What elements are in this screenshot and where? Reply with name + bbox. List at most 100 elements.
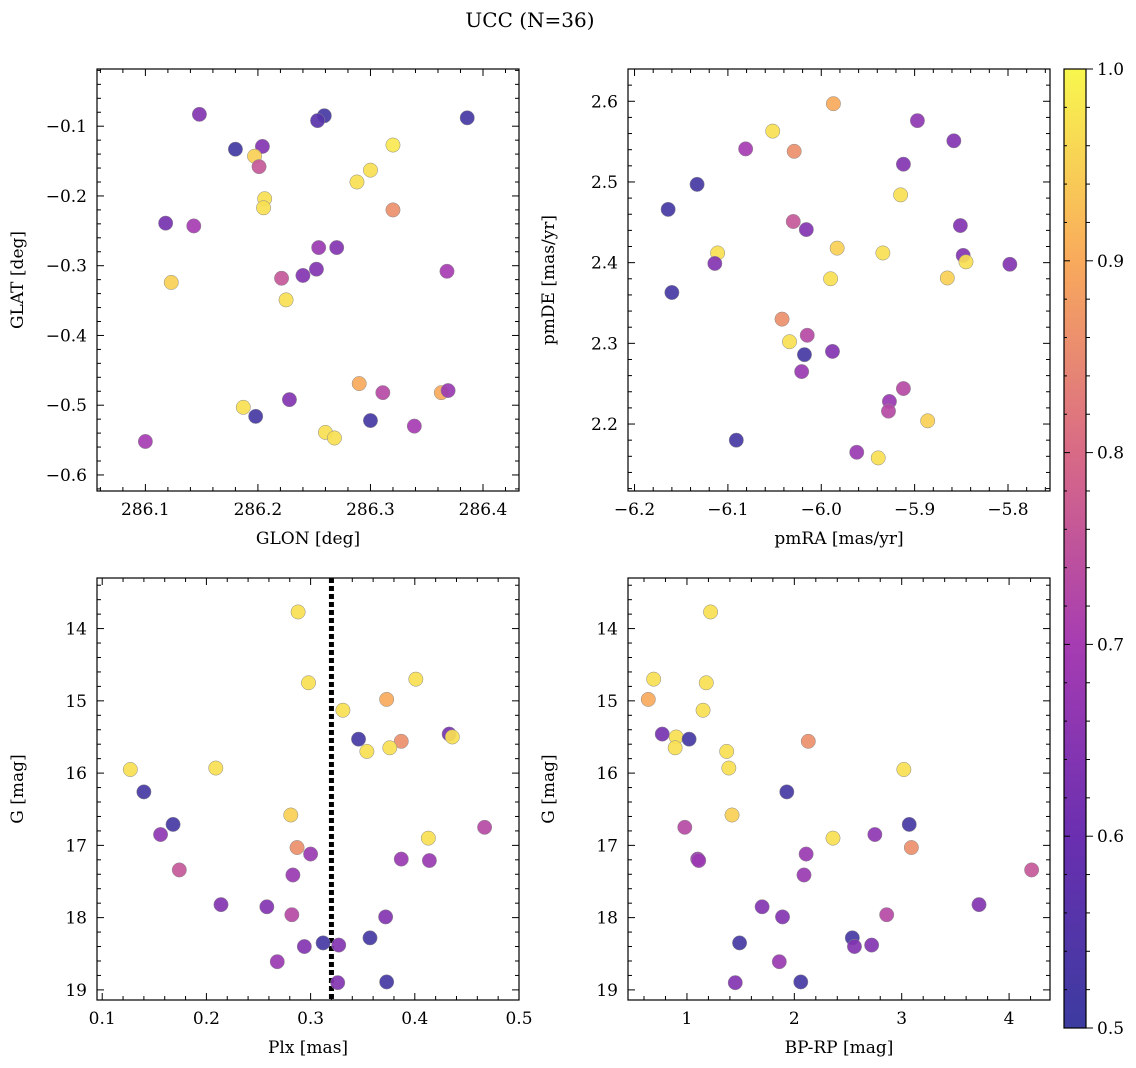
data-point — [375, 385, 391, 401]
data-point — [727, 975, 743, 991]
data-point — [163, 274, 179, 290]
y-axis-label: pmDE [mas/yr] — [539, 215, 559, 345]
data-point — [798, 222, 814, 238]
data-point — [191, 106, 207, 122]
x-tick-label: 0.5 — [505, 1009, 532, 1029]
y-tick-label: 19 — [596, 981, 618, 1001]
colorbar: 0.5 0.6 0.7 0.8 0.9 1.0 — [1063, 60, 1124, 1039]
data-point — [879, 907, 895, 923]
data-point — [363, 413, 378, 428]
data-point — [327, 430, 342, 446]
data-point — [281, 392, 297, 408]
figure-title: UCC (N=36) — [465, 8, 594, 32]
data-point — [290, 604, 306, 620]
data-point — [800, 733, 816, 749]
data-point — [256, 200, 271, 216]
data-point — [283, 807, 299, 823]
data-point — [171, 862, 187, 878]
data-point — [785, 214, 801, 229]
y-tick-label: 15 — [596, 692, 618, 712]
axes-frame — [627, 68, 1051, 492]
data-point — [825, 343, 840, 359]
y-axis-label: G [mag] — [8, 754, 28, 823]
data-point — [248, 408, 264, 424]
data-point — [867, 827, 883, 842]
data-point — [896, 762, 912, 777]
x-tick-label: 0.1 — [89, 1009, 116, 1029]
data-point — [946, 133, 962, 149]
data-point — [895, 156, 911, 172]
x-tick-label: 3 — [896, 1009, 907, 1029]
data-point — [311, 240, 327, 256]
data-point — [385, 202, 401, 218]
y-tick-label: 14 — [65, 620, 87, 640]
data-point — [296, 939, 312, 954]
data-point — [909, 113, 925, 129]
data-point — [158, 215, 174, 231]
data-point — [681, 731, 697, 747]
data-point — [703, 604, 719, 620]
data-point — [284, 907, 300, 923]
data-point — [794, 364, 810, 380]
data-point — [797, 347, 812, 363]
data-point — [274, 270, 289, 286]
x-tick-label: 4 — [1004, 1009, 1015, 1029]
colorbar-tick-label: 0.5 — [1097, 1019, 1124, 1039]
x-tick-label: 286.3 — [346, 500, 395, 520]
data-point — [667, 740, 683, 756]
colorbar-tick-label: 0.7 — [1097, 635, 1124, 655]
data-point — [477, 819, 493, 835]
data-point — [640, 691, 656, 707]
y-tick-label: 16 — [65, 764, 87, 784]
data-point — [289, 840, 305, 855]
data-point — [136, 784, 152, 800]
y-tick-label: 2.2 — [591, 415, 618, 435]
data-point — [728, 432, 744, 448]
data-point — [213, 897, 229, 913]
data-point — [406, 418, 422, 434]
data-point — [393, 733, 409, 749]
data-point — [691, 853, 707, 868]
data-point — [421, 853, 437, 868]
x-tick-label: −6.1 — [707, 500, 748, 520]
data-point — [235, 399, 251, 415]
axes-frame — [627, 577, 1051, 1001]
data-point — [939, 270, 955, 286]
data-point — [707, 256, 723, 271]
data-point — [378, 909, 394, 925]
y-tick-label: −0.6 — [46, 466, 87, 486]
data-point — [775, 909, 790, 925]
x-tick-label: −5.9 — [894, 500, 935, 520]
data-point — [278, 292, 294, 308]
data-point — [677, 819, 693, 835]
data-point — [864, 937, 880, 953]
data-point — [849, 444, 865, 460]
data-point — [719, 743, 735, 759]
data-point — [335, 702, 351, 718]
data-point — [227, 141, 243, 157]
data-point — [901, 816, 917, 832]
data-point — [459, 110, 475, 126]
data-point — [310, 113, 326, 129]
y-tick-label: 14 — [596, 620, 618, 640]
x-tick-label: 2 — [789, 1009, 800, 1029]
x-tick-label: −6.2 — [614, 500, 655, 520]
scatter-panel-4: 1 2 3 4 14 15 16 17 18 19 BP-RP [mag] G [mag] — [539, 577, 1051, 1058]
colorbar-gradient — [1063, 68, 1087, 1029]
data-point — [208, 760, 224, 776]
data-point — [122, 762, 138, 777]
y-tick-label: −0.4 — [46, 326, 87, 346]
colorbar-tick-label: 0.6 — [1097, 827, 1124, 847]
data-point — [895, 381, 911, 396]
data-point — [893, 187, 909, 203]
data-point — [825, 830, 841, 846]
data-point — [799, 327, 815, 343]
colorbar-tick-label: 0.8 — [1097, 444, 1124, 464]
y-tick-label: 2.3 — [591, 334, 618, 354]
data-point — [732, 935, 748, 951]
data-point — [382, 740, 398, 756]
data-point — [823, 271, 839, 287]
data-point — [329, 240, 345, 256]
data-point — [695, 702, 711, 718]
